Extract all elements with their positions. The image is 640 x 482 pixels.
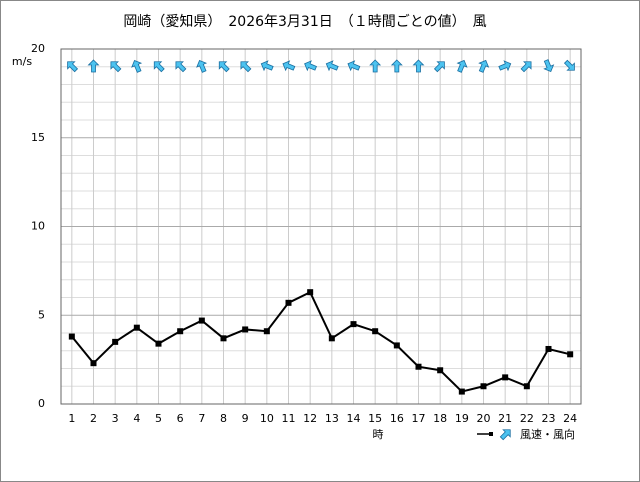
x-tick-label: 17 — [412, 412, 426, 425]
x-tick-label: 23 — [542, 412, 556, 425]
x-tick-label: 20 — [477, 412, 491, 425]
speed-marker — [112, 338, 119, 345]
x-tick-label: 18 — [433, 412, 447, 425]
direction-arrow — [563, 59, 575, 71]
speed-marker — [458, 388, 465, 395]
x-tick-label: 22 — [520, 412, 534, 425]
x-tick-label: 13 — [325, 412, 339, 425]
speed-marker — [545, 345, 552, 352]
speed-marker — [523, 383, 530, 390]
speed-marker — [567, 351, 574, 358]
y-tick-label: 15 — [31, 131, 45, 144]
speed-marker — [155, 340, 162, 347]
speed-marker — [437, 367, 444, 374]
legend: 風速・風向 — [477, 427, 575, 441]
speed-marker — [220, 335, 227, 342]
speed-marker — [68, 333, 75, 340]
x-tick-label: 11 — [282, 412, 296, 425]
legend-label: 風速・風向 — [520, 427, 575, 441]
x-tick-label: 8 — [220, 412, 227, 425]
speed-marker — [177, 328, 184, 335]
direction-arrow — [347, 60, 361, 72]
speed-marker — [285, 299, 292, 306]
y-axis-label: m/s — [12, 55, 32, 68]
direction-arrow — [456, 59, 468, 73]
direction-arrow — [369, 59, 382, 73]
x-tick-label: 4 — [133, 412, 140, 425]
direction-arrow — [260, 60, 274, 72]
x-tick-label: 12 — [303, 412, 317, 425]
speed-marker — [133, 324, 140, 331]
speed-marker — [415, 363, 422, 370]
chart-title: 岡崎（愛知県） 2026年3月31日 （１時間ごとの値） 風 — [123, 13, 486, 30]
direction-arrow — [433, 61, 445, 73]
x-tick-label: 7 — [198, 412, 205, 425]
speed-marker — [90, 360, 97, 367]
y-tick-label: 5 — [38, 308, 45, 321]
direction-arrow — [240, 61, 252, 73]
speed-marker — [307, 289, 314, 296]
x-tick-label: 3 — [112, 412, 119, 425]
x-tick-label: 2 — [90, 412, 97, 425]
direction-arrow — [131, 59, 143, 73]
speed-marker — [372, 328, 379, 335]
direction-arrow — [412, 59, 425, 73]
speed-marker — [198, 317, 205, 324]
direction-arrow — [67, 61, 79, 73]
direction-arrow — [218, 61, 230, 73]
x-tick-label: 15 — [368, 412, 382, 425]
legend-arrow — [499, 429, 511, 441]
direction-arrow — [498, 60, 512, 72]
direction-arrow — [282, 60, 296, 72]
speed-marker — [263, 328, 270, 335]
x-tick-label: 9 — [242, 412, 249, 425]
y-tick-label: 20 — [31, 42, 45, 55]
direction-arrow — [153, 61, 165, 73]
legend-marker — [489, 432, 493, 436]
speed-marker — [480, 383, 487, 390]
y-tick-label: 10 — [31, 220, 45, 233]
speed-marker — [350, 321, 357, 328]
x-tick-label: 24 — [563, 412, 577, 425]
direction-arrow — [520, 61, 532, 73]
direction-arrow — [196, 59, 208, 73]
x-tick-label: 16 — [390, 412, 404, 425]
x-tick-label: 1 — [68, 412, 75, 425]
direction-arrow — [390, 59, 403, 73]
plot-border — [60, 48, 582, 405]
direction-arrow — [110, 61, 122, 73]
speed-line — [71, 290, 571, 393]
speed-marker — [393, 342, 400, 349]
speed-marker — [328, 335, 335, 342]
direction-arrow — [87, 59, 100, 73]
y-tick-label: 0 — [38, 397, 45, 410]
x-tick-label: 6 — [177, 412, 184, 425]
speed-marker — [502, 374, 509, 381]
direction-arrow — [304, 60, 317, 72]
direction-arrow — [325, 60, 339, 72]
x-tick-label: 21 — [498, 412, 512, 425]
x-tick-label: 10 — [260, 412, 274, 425]
direction-arrow — [478, 59, 490, 73]
x-tick-label: 19 — [455, 412, 469, 425]
direction-arrow — [175, 61, 187, 73]
x-tick-label: 14 — [347, 412, 361, 425]
speed-marker — [242, 326, 249, 333]
x-tick-label: 5 — [155, 412, 162, 425]
x-axis-label: 時 — [373, 428, 384, 441]
direction-arrow — [543, 59, 555, 73]
